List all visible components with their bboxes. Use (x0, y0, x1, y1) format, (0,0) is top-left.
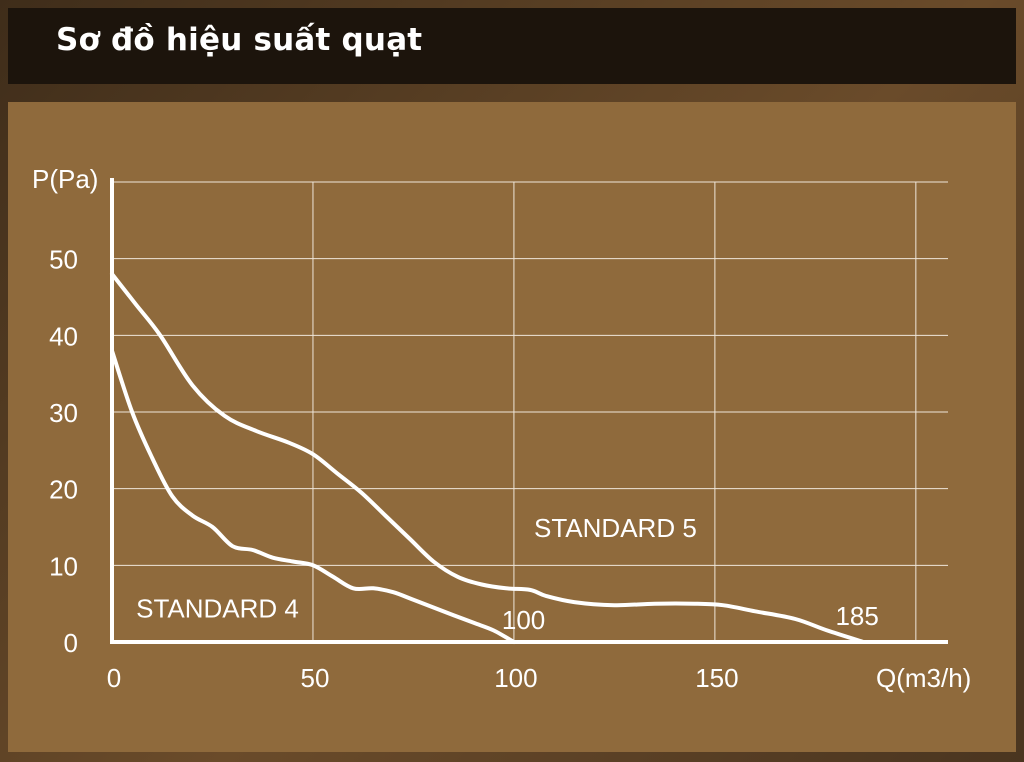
annotation-label: STANDARD 5 (534, 513, 697, 543)
y-tick-label: 20 (49, 475, 78, 505)
x-tick-label: 100 (494, 663, 537, 693)
annotation-label: STANDARD 4 (136, 594, 299, 624)
page-title: Sơ đồ hiệu suất quạt (56, 22, 423, 58)
y-tick-label: 30 (49, 398, 78, 428)
annotation-label: 100 (502, 605, 545, 635)
grid (111, 181, 948, 643)
series-line-standard-4 (110, 348, 516, 644)
tick-labels: 0 10 20 30 40 50 0 50 100 150 (49, 245, 739, 693)
axes (110, 178, 948, 644)
x-tick-label: 0 (107, 663, 121, 693)
y-tick-label: 10 (49, 551, 78, 581)
annotation-label: 185 (835, 601, 878, 631)
y-tick-label: 40 (49, 321, 78, 351)
x-tick-label: 50 (301, 663, 330, 693)
series-line-standard-5 (110, 272, 866, 644)
annotations: STANDARD 5 STANDARD 4 100 185 (136, 513, 879, 635)
y-tick-label: 50 (49, 245, 78, 275)
x-axis-label: Q(m3/h) (876, 663, 971, 693)
x-tick-label: 150 (695, 663, 738, 693)
y-tick-label: 0 (64, 628, 78, 658)
series-lines (110, 272, 866, 644)
title-bar: Sơ đồ hiệu suất quạt (8, 8, 1016, 84)
y-axis-label: P(Pa) (32, 164, 98, 194)
